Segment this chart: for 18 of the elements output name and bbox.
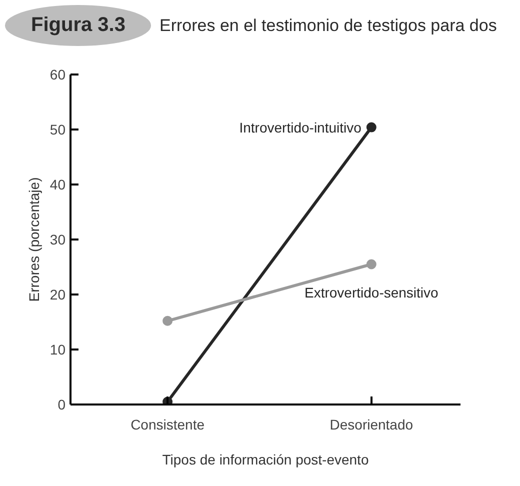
chart-subtitle: Errores en el testimonio de testigos para dos (159, 16, 497, 35)
x-axis-title: Tipos de información post-evento (162, 452, 369, 468)
y-axis-title: Errores (porcentaje) (26, 177, 42, 302)
y-tick-label: 30 (50, 232, 66, 248)
y-tick-label: 20 (50, 286, 66, 302)
point (162, 316, 173, 326)
x-tick-label: Desorientado (330, 416, 414, 432)
point (366, 259, 376, 270)
chart-title: Figura 3.3 (5, 5, 152, 46)
y-tick-label: 60 (50, 66, 66, 82)
series-label: Extrovertido-sensitivo (304, 284, 439, 300)
y-tick-label: 10 (50, 342, 66, 358)
point (366, 122, 376, 132)
x-tick-label: Consistente (130, 416, 205, 432)
y-tick-label: 40 (50, 176, 66, 192)
series-label: Introvertido-intuitivo (239, 119, 362, 136)
y-tick-label: 50 (50, 122, 66, 138)
y-tick-label: 0 (58, 396, 66, 412)
